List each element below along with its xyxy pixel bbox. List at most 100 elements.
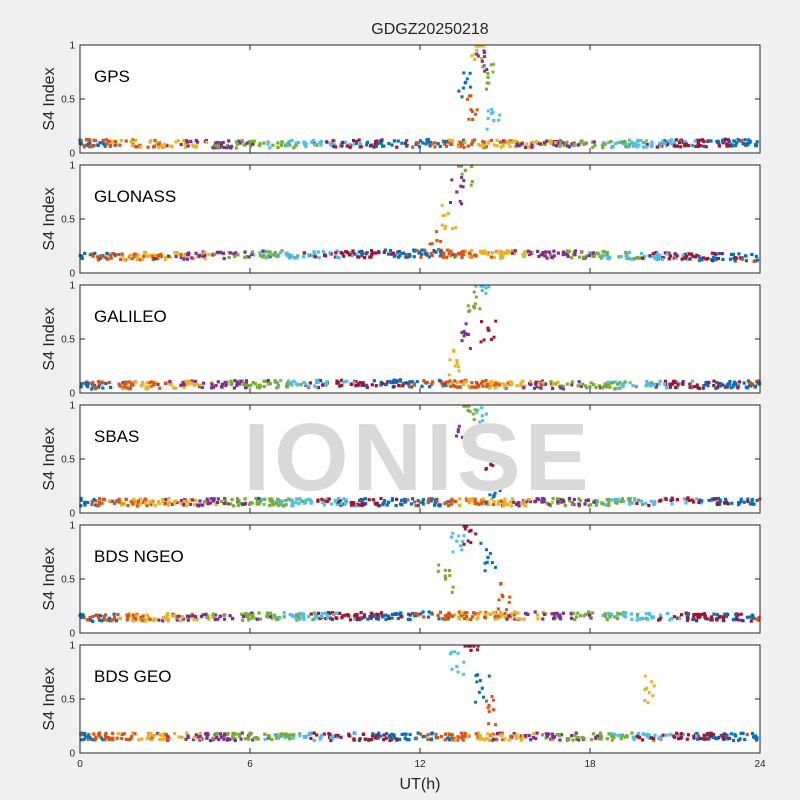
- burst-point: [643, 699, 647, 703]
- data-point: [292, 146, 296, 150]
- data-point: [166, 735, 170, 739]
- data-point: [96, 380, 101, 384]
- data-point: [587, 503, 591, 507]
- data-point: [754, 617, 758, 621]
- data-point: [461, 249, 465, 254]
- y-tick-label: 1: [69, 41, 75, 52]
- y-tick-label: 0.5: [61, 455, 75, 466]
- data-point: [630, 731, 634, 735]
- data-point: [614, 386, 619, 391]
- data-point: [209, 386, 213, 390]
- data-point: [479, 251, 483, 255]
- data-point: [670, 497, 675, 501]
- data-point: [101, 738, 105, 742]
- data-point: [153, 254, 158, 258]
- data-point: [602, 250, 606, 254]
- data-point: [636, 614, 640, 618]
- burst-point: [463, 168, 467, 172]
- data-point: [317, 256, 321, 260]
- data-point: [537, 497, 541, 501]
- data-point: [374, 140, 378, 144]
- data-point: [311, 618, 315, 622]
- data-point: [704, 257, 708, 261]
- data-point: [198, 734, 202, 739]
- data-point: [432, 250, 436, 254]
- data-point: [436, 142, 440, 146]
- data-point: [254, 496, 258, 501]
- data-point: [681, 382, 685, 386]
- data-point: [192, 503, 197, 507]
- data-point: [140, 737, 144, 741]
- data-point: [451, 614, 455, 618]
- data-point: [325, 498, 329, 502]
- data-point: [215, 731, 219, 735]
- data-point: [675, 731, 679, 735]
- data-point: [621, 611, 625, 616]
- data-point: [510, 612, 514, 616]
- data-point: [158, 737, 162, 742]
- data-point: [405, 139, 409, 143]
- data-point: [608, 615, 612, 619]
- data-point: [721, 141, 725, 145]
- data-point: [98, 256, 102, 260]
- data-point: [290, 500, 294, 505]
- data-point: [82, 616, 86, 620]
- data-point: [223, 380, 227, 384]
- data-point: [561, 384, 565, 388]
- data-point: [606, 256, 610, 260]
- data-point: [572, 611, 576, 615]
- data-point: [273, 251, 277, 255]
- data-point: [79, 139, 83, 143]
- data-point: [725, 142, 729, 146]
- data-point: [116, 612, 120, 617]
- data-point: [485, 251, 489, 255]
- data-point: [421, 500, 425, 504]
- data-point: [577, 503, 581, 507]
- data-point: [394, 379, 398, 383]
- burst-point: [472, 418, 476, 422]
- data-point: [104, 731, 108, 735]
- data-point: [613, 387, 617, 391]
- data-point: [353, 617, 357, 621]
- data-point: [102, 615, 106, 619]
- data-point: [262, 379, 266, 383]
- data-point: [576, 611, 580, 615]
- data-point: [499, 613, 503, 617]
- plot-area: [80, 405, 760, 513]
- chart-title: GDGZ20250218: [371, 21, 489, 38]
- burst-point: [483, 569, 487, 573]
- data-point: [730, 143, 734, 147]
- data-point: [435, 500, 439, 504]
- data-point: [716, 385, 720, 390]
- data-point: [372, 145, 376, 149]
- burst-point: [476, 644, 480, 648]
- data-point: [449, 384, 453, 389]
- data-point: [376, 617, 380, 621]
- data-point: [644, 501, 648, 505]
- data-point: [387, 380, 391, 384]
- data-point: [712, 733, 716, 737]
- data-point: [415, 380, 419, 384]
- data-point: [587, 610, 591, 614]
- data-point: [157, 145, 161, 149]
- data-point: [445, 380, 449, 384]
- data-point: [742, 381, 746, 385]
- data-point: [224, 383, 228, 388]
- data-point: [210, 614, 214, 618]
- data-point: [362, 615, 367, 619]
- data-point: [121, 387, 125, 391]
- data-point: [100, 619, 104, 623]
- data-point: [80, 256, 84, 260]
- data-point: [179, 143, 183, 147]
- data-point: [386, 614, 390, 618]
- data-point: [268, 146, 272, 150]
- data-point: [491, 502, 496, 507]
- data-point: [545, 139, 549, 143]
- data-point: [198, 731, 202, 735]
- data-point: [407, 738, 411, 742]
- data-point: [535, 140, 539, 144]
- data-point: [447, 254, 451, 258]
- data-point: [450, 733, 454, 737]
- data-point: [401, 384, 405, 388]
- burst-point: [453, 364, 457, 368]
